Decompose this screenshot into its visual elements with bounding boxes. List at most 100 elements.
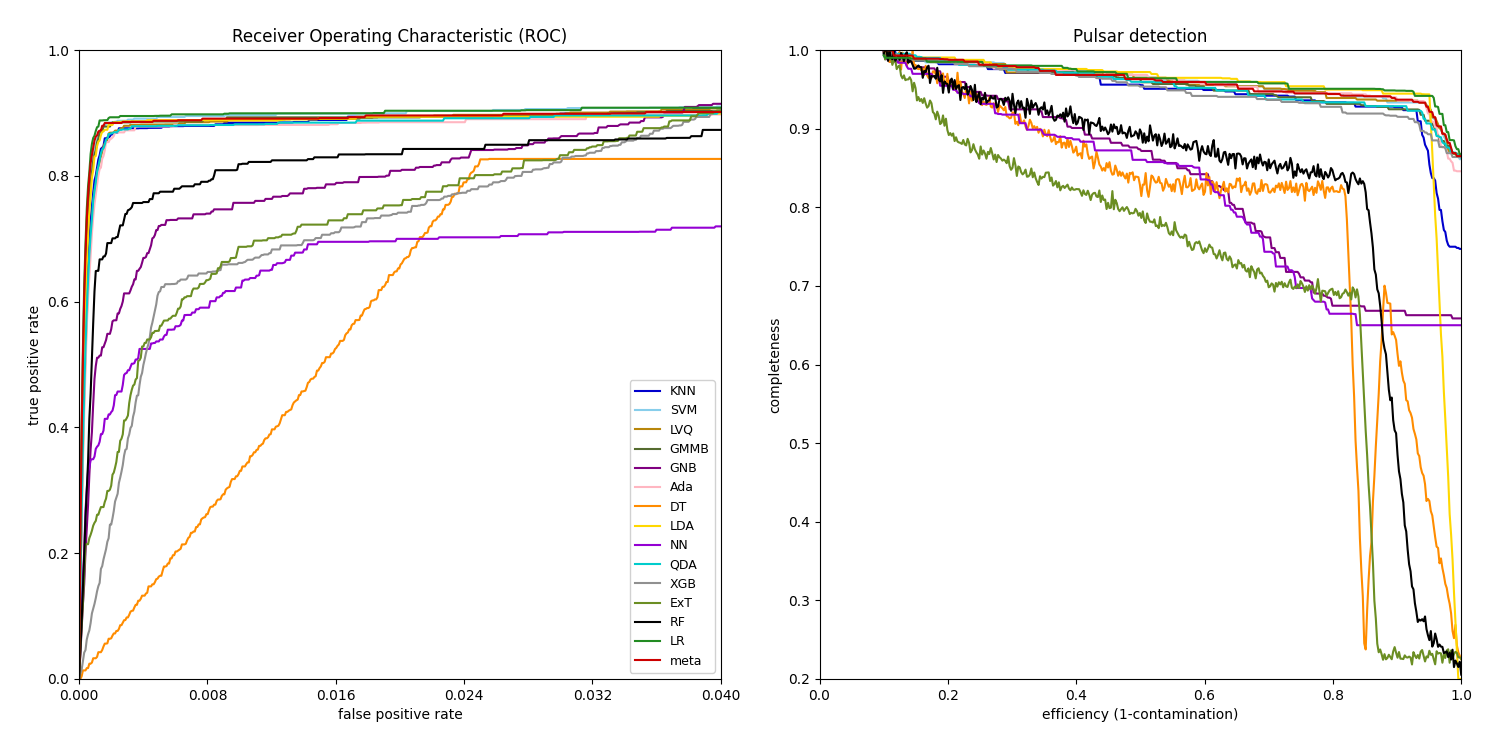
NN <box>70 674 88 683</box>
NN <box>596 227 613 236</box>
LDA <box>690 109 708 118</box>
LDA <box>378 112 396 122</box>
GMMB <box>70 674 88 683</box>
GMMB <box>698 106 715 116</box>
LR <box>698 104 715 112</box>
KNN <box>375 112 393 122</box>
Line: Ada: Ada <box>80 115 722 679</box>
KNN <box>452 112 470 122</box>
SVM <box>452 106 470 116</box>
Line: SVM: SVM <box>80 106 722 679</box>
GNB <box>452 153 470 162</box>
NN <box>452 232 470 242</box>
Line: GMMB: GMMB <box>80 111 722 679</box>
DT <box>480 154 498 164</box>
Ada <box>452 118 470 127</box>
LVQ <box>596 108 613 117</box>
KNN <box>70 674 88 683</box>
DT <box>698 154 715 164</box>
SVM <box>417 106 435 116</box>
SVM <box>708 102 726 111</box>
RF <box>698 125 715 134</box>
Ada <box>417 118 435 127</box>
SVM <box>696 103 714 112</box>
GMMB <box>452 112 470 121</box>
KNN <box>698 104 715 112</box>
LVQ <box>70 674 88 683</box>
QDA <box>712 108 730 117</box>
LDA <box>698 109 715 118</box>
Y-axis label: true positive rate: true positive rate <box>28 304 42 424</box>
GMMB <box>596 110 613 119</box>
X-axis label: efficiency (1-contamination): efficiency (1-contamination) <box>1042 708 1239 722</box>
GNB <box>704 99 722 108</box>
DT <box>375 282 393 291</box>
LVQ <box>417 112 435 121</box>
Ada <box>70 674 88 683</box>
Y-axis label: completeness: completeness <box>768 316 782 413</box>
SVM <box>596 104 613 112</box>
KNN <box>686 104 703 112</box>
XGB <box>596 142 613 152</box>
LDA <box>452 112 470 122</box>
DT <box>70 674 88 683</box>
Line: KNN: KNN <box>80 108 722 679</box>
RF <box>378 150 396 159</box>
XGB <box>375 211 393 220</box>
Ada <box>378 118 396 127</box>
RF <box>417 145 435 154</box>
LVQ <box>375 112 393 121</box>
Line: NN: NN <box>80 226 722 679</box>
GMMB <box>378 112 396 122</box>
NN <box>378 237 396 246</box>
LVQ <box>696 105 714 114</box>
meta <box>452 111 470 120</box>
LR <box>573 104 591 112</box>
KNN <box>596 109 613 118</box>
meta <box>378 111 396 120</box>
KNN <box>712 104 730 112</box>
XGB <box>378 211 396 220</box>
LR <box>712 104 730 112</box>
Ada <box>375 118 393 127</box>
NN <box>375 237 393 246</box>
GNB <box>70 674 88 683</box>
RF <box>375 150 393 159</box>
meta <box>596 110 613 118</box>
NN <box>706 222 724 231</box>
Line: DT: DT <box>80 159 722 679</box>
SVM <box>70 674 88 683</box>
ExT <box>696 109 714 118</box>
DT <box>452 182 470 191</box>
LDA <box>596 112 613 122</box>
ExT <box>596 137 613 146</box>
GMMB <box>658 106 676 116</box>
GMMB <box>375 112 393 122</box>
ExT <box>417 188 435 196</box>
QDA <box>696 111 714 120</box>
ExT <box>452 174 470 183</box>
DT <box>378 278 396 286</box>
GNB <box>417 163 435 172</box>
LVQ <box>452 110 470 119</box>
LVQ <box>378 112 396 121</box>
QDA <box>378 116 396 125</box>
GNB <box>712 99 730 108</box>
LR <box>452 106 470 116</box>
Line: ExT: ExT <box>80 110 722 679</box>
ExT <box>708 106 726 115</box>
meta <box>375 111 393 120</box>
Line: LR: LR <box>80 108 722 679</box>
XGB <box>696 112 714 122</box>
GNB <box>596 123 613 132</box>
LDA <box>70 674 88 683</box>
NN <box>417 234 435 243</box>
GNB <box>375 172 393 182</box>
SVM <box>375 110 393 118</box>
meta <box>638 107 656 116</box>
QDA <box>70 674 88 683</box>
Ada <box>578 110 596 119</box>
KNN <box>378 112 396 122</box>
XGB <box>712 106 730 115</box>
meta <box>698 107 715 116</box>
